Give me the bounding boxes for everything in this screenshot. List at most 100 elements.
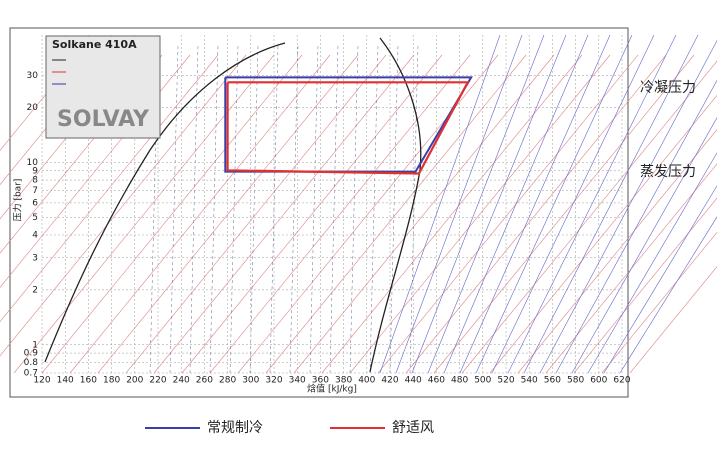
x-tick-label: 600 <box>590 376 607 386</box>
isotherm <box>349 54 611 374</box>
x-tick-label: 140 <box>57 376 74 386</box>
legend-label: 常规制冷 <box>207 420 263 436</box>
isotherm <box>293 54 555 374</box>
y-tick-label: 3 <box>32 253 38 263</box>
legend-label: 舒适风 <box>392 420 434 436</box>
isentrope <box>603 185 717 374</box>
x-tick-label: 580 <box>567 376 584 386</box>
isotherm <box>545 163 717 374</box>
isentrope <box>555 79 717 374</box>
x-tick-label: 620 <box>613 376 630 386</box>
isotherm <box>629 266 717 374</box>
x-tick-label: 280 <box>219 376 236 386</box>
y-tick-label: 0.7 <box>24 369 38 379</box>
x-tick-label: 240 <box>173 376 190 386</box>
x-tick-label: 320 <box>265 376 282 386</box>
isotherm-liquid <box>329 44 339 374</box>
isentrope <box>411 34 545 374</box>
isotherm <box>69 54 331 374</box>
y-tick-label: 20 <box>27 103 39 113</box>
isotherm-liquid <box>309 44 319 374</box>
isotherm <box>97 54 359 374</box>
x-tick-label: 520 <box>497 376 514 386</box>
x-tick-label: 400 <box>358 376 375 386</box>
y-tick-label: 0.9 <box>24 349 39 359</box>
x-tick-label: 360 <box>312 376 329 386</box>
isotherm <box>517 129 717 374</box>
saturated-liquid-line <box>44 42 286 363</box>
isentrope <box>539 39 717 374</box>
chart-title: Solkane 410A <box>52 38 137 51</box>
isotherm-liquid <box>369 44 379 374</box>
isentrope <box>379 34 501 374</box>
y-tick-label: 10 <box>27 158 39 168</box>
isotherm-liquid <box>169 44 179 374</box>
x-tick-label: 540 <box>521 376 538 386</box>
y-tick-label: 1 <box>32 340 38 350</box>
isotherm <box>0 54 79 151</box>
x-tick-label: 300 <box>242 376 259 386</box>
x-tick-label: 560 <box>544 376 561 386</box>
y-tick-label: 2 <box>32 285 38 295</box>
isentrope <box>491 34 655 374</box>
y-tick-label: 30 <box>27 71 39 81</box>
y-tick-label: 7 <box>32 186 38 196</box>
x-tick-label: 380 <box>335 376 352 386</box>
isotherm <box>489 94 717 374</box>
x-tick-label: 460 <box>428 376 445 386</box>
x-tick-label: 120 <box>33 376 50 386</box>
isentrope <box>459 34 611 374</box>
x-tick-label: 420 <box>381 376 398 386</box>
isentrope <box>619 216 717 374</box>
x-tick-label: 160 <box>80 376 97 386</box>
isentrope <box>427 34 567 374</box>
isotherm <box>125 54 387 374</box>
x-tick-label: 200 <box>126 376 143 386</box>
isotherm <box>321 54 583 374</box>
x-tick-label: 480 <box>451 376 468 386</box>
y-tick-label: 9 <box>32 166 38 176</box>
isotherm <box>0 54 247 357</box>
isotherm <box>41 54 303 374</box>
isentrope <box>395 34 523 374</box>
y-tick-label: 4 <box>32 230 38 240</box>
isotherm-liquid <box>249 44 259 374</box>
y-tick-label: 6 <box>32 198 38 208</box>
cycle-line <box>226 81 470 175</box>
x-tick-label: 500 <box>474 376 491 386</box>
y-axis-label: 压力 [bar] <box>12 179 24 222</box>
isotherm-liquid <box>149 44 159 374</box>
isentrope <box>523 34 699 374</box>
isotherm <box>181 54 443 374</box>
annotation: 冷凝压力 <box>640 80 696 96</box>
x-tick-label: 220 <box>149 376 166 386</box>
x-axis-label: 焓值 [kJ/kg] <box>307 383 357 395</box>
isotherm <box>209 54 471 374</box>
series <box>224 76 473 175</box>
isotherm <box>0 54 219 323</box>
isotherm <box>433 54 695 374</box>
isotherm <box>461 60 717 374</box>
isotherm-liquid <box>349 44 359 374</box>
x-tick-label: 260 <box>196 376 213 386</box>
y-tick-label: 0.8 <box>24 358 39 368</box>
isotherm-liquid <box>189 44 199 374</box>
y-tick-label: 5 <box>32 213 38 223</box>
x-tick-label: 180 <box>103 376 120 386</box>
info-box <box>45 35 161 139</box>
isotherm <box>377 54 639 374</box>
isotherm-liquid <box>229 44 239 374</box>
cycle-line <box>224 76 473 173</box>
isotherm <box>13 54 275 374</box>
isentrope <box>571 117 717 374</box>
legend: 常规制冷 舒适风 <box>145 420 434 436</box>
isotherm-liquid <box>289 44 299 374</box>
annotation: 蒸发压力 <box>640 164 696 180</box>
y-tick-label: 8 <box>32 176 38 186</box>
brand: SOLVAY <box>57 107 150 132</box>
isotherm-liquid <box>409 44 419 374</box>
isotherm <box>573 197 717 374</box>
isentrope <box>443 34 589 374</box>
x-tick-label: 440 <box>405 376 422 386</box>
